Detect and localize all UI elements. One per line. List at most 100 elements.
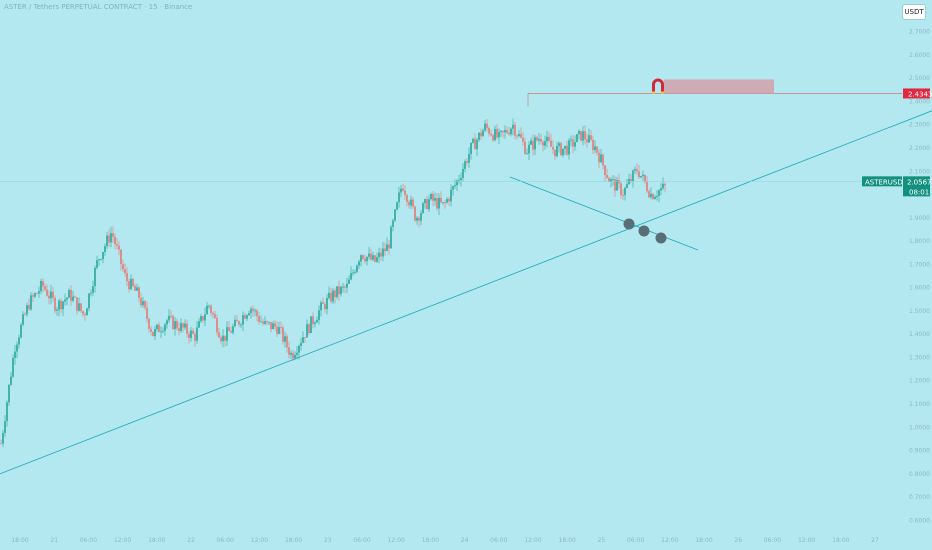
candle-body [614, 179, 616, 191]
x-tick-label: 18:00 [11, 537, 28, 544]
candle-body [518, 133, 520, 136]
candle-body [628, 179, 630, 185]
candle-body [374, 255, 376, 262]
candle-body [522, 137, 524, 142]
candle-body [324, 304, 326, 310]
candle-body [516, 135, 518, 137]
x-tick-label: 12:00 [661, 537, 678, 544]
candle-body [48, 295, 50, 299]
candle-body [98, 259, 100, 261]
candle-body [142, 301, 144, 306]
candle-body [636, 169, 638, 172]
candle-body [0, 443, 2, 445]
candle-body [364, 258, 366, 262]
candle-body [92, 286, 94, 293]
target-zone [664, 79, 774, 94]
candle-body [654, 196, 656, 200]
candle-body [444, 202, 446, 204]
candle-body [68, 290, 70, 298]
candle-body [302, 337, 304, 343]
magnet-tip-right [661, 91, 664, 94]
candle-body [106, 235, 108, 247]
candle-body [410, 199, 412, 206]
candle-body [398, 192, 400, 203]
candle-body [280, 327, 282, 328]
candle-body [112, 233, 114, 237]
candle-body [270, 322, 272, 330]
candle-body [40, 280, 42, 292]
y-tick-label: 2.5000 [909, 75, 930, 82]
candle-body [554, 149, 556, 157]
candle-body [342, 286, 344, 288]
x-tick-label: 06:00 [353, 537, 370, 544]
magnet-body [652, 78, 664, 93]
candle-body [162, 330, 164, 332]
candle-body [146, 307, 148, 319]
candle-body [12, 357, 14, 377]
currency-unit-button[interactable]: USDT [902, 4, 926, 20]
candle-body [214, 314, 216, 319]
candle-body [52, 291, 54, 298]
resistance-price-label: 2.4343 [908, 90, 932, 98]
candle-body [520, 133, 522, 138]
candle-body [400, 188, 402, 193]
candle-body [222, 335, 224, 342]
countdown-label: 08:01 [909, 188, 929, 196]
candle-body [388, 244, 390, 249]
candle-body [546, 136, 548, 142]
candle-body [178, 328, 180, 332]
candle-body [328, 292, 330, 299]
candle-body [358, 261, 360, 266]
candle-body [622, 195, 624, 196]
candle-body [626, 184, 628, 188]
candle-body [296, 352, 298, 355]
candle-body [612, 179, 614, 180]
magnet-icon [652, 78, 664, 94]
y-tick-label: 2.6000 [909, 52, 930, 59]
candle-body [38, 291, 40, 294]
candle-body [602, 154, 604, 166]
candle-body [202, 316, 204, 321]
x-tick-label: 12:00 [798, 537, 815, 544]
candle-body [478, 132, 480, 140]
candle-body [46, 289, 48, 296]
y-tick-label: 1.6000 [909, 285, 930, 292]
candle-body [646, 181, 648, 192]
candle-body [50, 291, 52, 299]
candle-body [62, 301, 64, 310]
candle-body [248, 312, 250, 316]
candle-body [580, 130, 582, 141]
candle-body [506, 130, 508, 133]
candle-body [476, 139, 478, 150]
candle-body [332, 290, 334, 302]
candle-body [8, 384, 10, 403]
candle-body [18, 337, 20, 345]
candle-body [294, 354, 296, 359]
candle-body [452, 186, 454, 190]
candle-body [26, 305, 28, 315]
candle-body [510, 128, 512, 135]
candle-body [502, 130, 504, 133]
candle-body [576, 134, 578, 143]
magnet-tip-left [652, 91, 655, 94]
candle-body [610, 179, 612, 182]
candle-body [598, 152, 600, 163]
candle-body [526, 153, 528, 155]
candle-body [482, 130, 484, 137]
candle-body [272, 323, 274, 330]
candle-body [244, 315, 246, 319]
x-tick-label: 27 [871, 537, 879, 544]
candle-body [274, 323, 276, 327]
candle-body [416, 217, 418, 221]
drawing-overlays [0, 78, 932, 475]
candle-body [608, 177, 610, 182]
candle-body [108, 235, 110, 243]
candle-body [662, 183, 664, 189]
candle-body [550, 140, 552, 147]
candle-body [338, 286, 340, 295]
candle-body [2, 432, 4, 444]
candle-body [430, 193, 432, 200]
y-tick-label: 1.3000 [909, 354, 930, 361]
candle-body [406, 195, 408, 203]
